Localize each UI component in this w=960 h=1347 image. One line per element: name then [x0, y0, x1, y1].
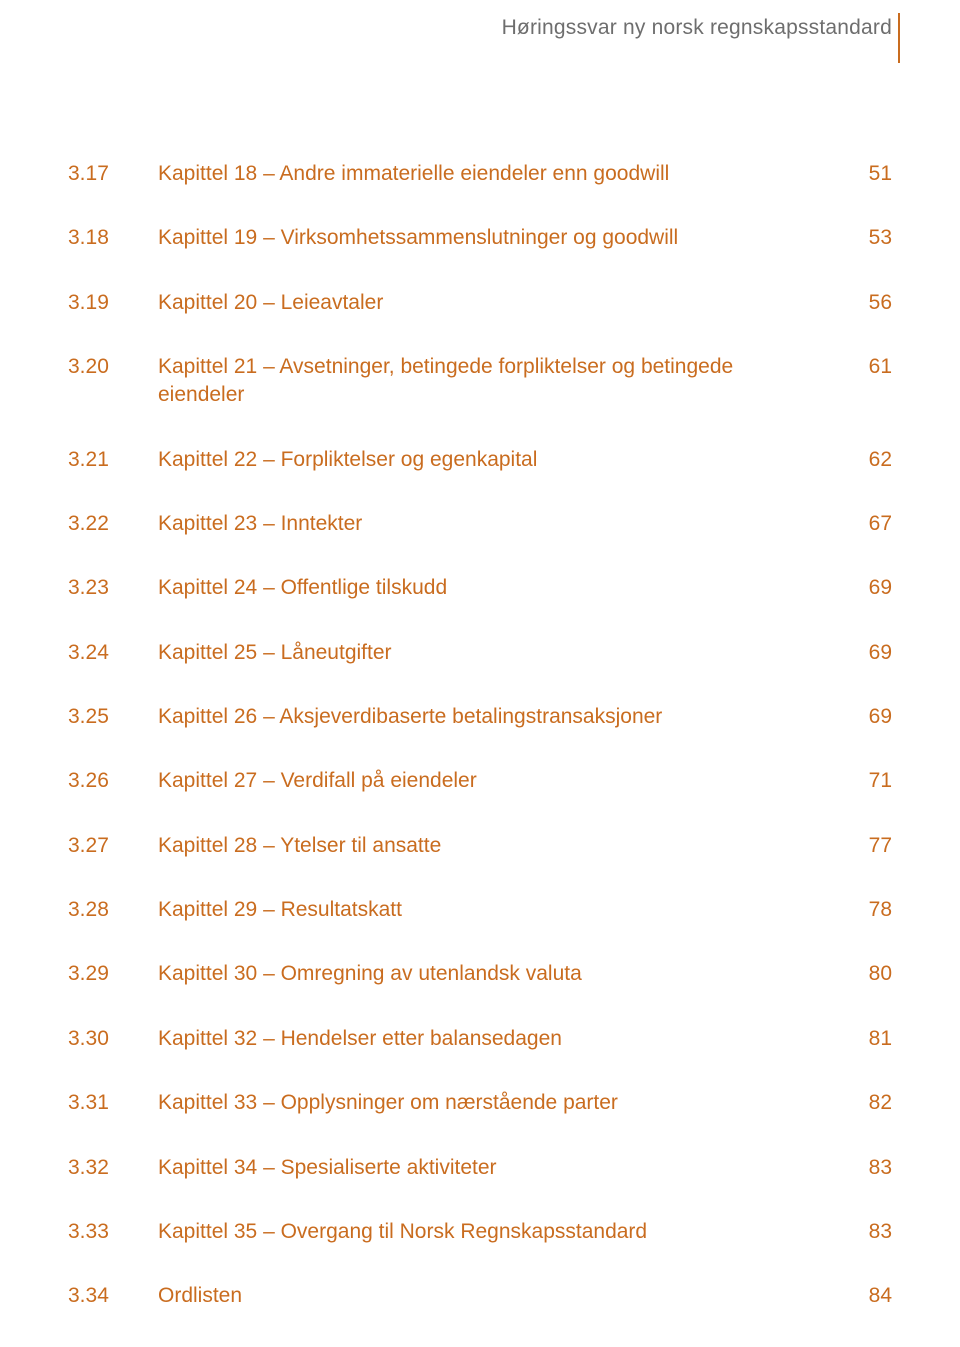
toc-section-number: 3.18 — [68, 224, 158, 252]
toc-section-title: Kapittel 22 – Forpliktelser og egenkapit… — [158, 446, 842, 474]
toc-section-number: 3.21 — [68, 446, 158, 474]
toc-row[interactable]: 3.32Kapittel 34 – Spesialiserte aktivite… — [68, 1154, 892, 1182]
toc-section-number: 3.30 — [68, 1025, 158, 1053]
toc-row[interactable]: 3.27Kapittel 28 – Ytelser til ansatte77 — [68, 832, 892, 860]
toc-row[interactable]: 3.22Kapittel 23 – Inntekter67 — [68, 510, 892, 538]
toc-row[interactable]: 3.26Kapittel 27 – Verdifall på eiendeler… — [68, 767, 892, 795]
toc-section-title: Kapittel 20 – Leieavtaler — [158, 289, 842, 317]
toc-section-title: Kapittel 18 – Andre immaterielle eiendel… — [158, 160, 842, 188]
toc-row[interactable]: 3.17Kapittel 18 – Andre immaterielle eie… — [68, 160, 892, 188]
toc-section-title: Kapittel 25 – Låneutgifter — [158, 639, 842, 667]
toc-section-title: Ordlisten — [158, 1282, 842, 1310]
toc-section-number: 3.20 — [68, 353, 158, 381]
toc-list: 3.17Kapittel 18 – Andre immaterielle eie… — [68, 160, 892, 1347]
toc-row[interactable]: 3.24Kapittel 25 – Låneutgifter69 — [68, 639, 892, 667]
toc-section-number: 3.24 — [68, 639, 158, 667]
toc-section-title: Kapittel 23 – Inntekter — [158, 510, 842, 538]
toc-section-title: Kapittel 32 – Hendelser etter balansedag… — [158, 1025, 842, 1053]
toc-page-number: 51 — [842, 160, 892, 188]
toc-page-number: 53 — [842, 224, 892, 252]
toc-page-number: 69 — [842, 574, 892, 602]
toc-page-number: 62 — [842, 446, 892, 474]
toc-section-number: 3.34 — [68, 1282, 158, 1310]
toc-row[interactable]: 3.20Kapittel 21 – Avsetninger, betingede… — [68, 353, 892, 410]
toc-page-number: 83 — [842, 1218, 892, 1246]
toc-section-title: Kapittel 19 – Virksomhetssammenslutninge… — [158, 224, 842, 252]
toc-section-number: 3.28 — [68, 896, 158, 924]
toc-section-title: Kapittel 28 – Ytelser til ansatte — [158, 832, 842, 860]
toc-section-number: 3.19 — [68, 289, 158, 317]
toc-section-title: Kapittel 21 – Avsetninger, betingede for… — [158, 353, 842, 410]
toc-section-number: 3.33 — [68, 1218, 158, 1246]
toc-section-number: 3.23 — [68, 574, 158, 602]
toc-row[interactable]: 3.34Ordlisten84 — [68, 1282, 892, 1310]
toc-row[interactable]: 3.31Kapittel 33 – Opplysninger om nærstå… — [68, 1089, 892, 1117]
toc-row[interactable]: 3.25Kapittel 26 – Aksjeverdibaserte beta… — [68, 703, 892, 731]
page-header: Høringssvar ny norsk regnskapsstandard — [502, 16, 892, 40]
toc-page-number: 83 — [842, 1154, 892, 1182]
toc-page-number: 69 — [842, 703, 892, 731]
toc-row[interactable]: 3.30Kapittel 32 – Hendelser etter balans… — [68, 1025, 892, 1053]
toc-section-number: 3.31 — [68, 1089, 158, 1117]
toc-page-number: 61 — [842, 353, 892, 381]
toc-row[interactable]: 3.18Kapittel 19 – Virksomhetssammenslutn… — [68, 224, 892, 252]
toc-section-number: 3.29 — [68, 960, 158, 988]
toc-page-number: 67 — [842, 510, 892, 538]
toc-section-number: 3.26 — [68, 767, 158, 795]
toc-section-title: Kapittel 27 – Verdifall på eiendeler — [158, 767, 842, 795]
toc-section-title: Kapittel 34 – Spesialiserte aktiviteter — [158, 1154, 842, 1182]
toc-row[interactable]: 3.29Kapittel 30 – Omregning av utenlands… — [68, 960, 892, 988]
toc-page-number: 78 — [842, 896, 892, 924]
toc-page-number: 69 — [842, 639, 892, 667]
toc-section-title: Kapittel 29 – Resultatskatt — [158, 896, 842, 924]
toc-section-title: Kapittel 35 – Overgang til Norsk Regnska… — [158, 1218, 842, 1246]
header-divider — [898, 13, 900, 63]
toc-page-number: 77 — [842, 832, 892, 860]
toc-section-number: 3.27 — [68, 832, 158, 860]
toc-page-number: 82 — [842, 1089, 892, 1117]
toc-section-number: 3.32 — [68, 1154, 158, 1182]
header-title: Høringssvar ny norsk regnskapsstandard — [502, 16, 892, 39]
toc-page-number: 81 — [842, 1025, 892, 1053]
toc-page-number: 84 — [842, 1282, 892, 1310]
toc-row[interactable]: 3.28Kapittel 29 – Resultatskatt78 — [68, 896, 892, 924]
toc-section-number: 3.25 — [68, 703, 158, 731]
toc-row[interactable]: 3.23Kapittel 24 – Offentlige tilskudd69 — [68, 574, 892, 602]
toc-page-number: 56 — [842, 289, 892, 317]
toc-page-number: 71 — [842, 767, 892, 795]
toc-page-number: 80 — [842, 960, 892, 988]
toc-row[interactable]: 3.33Kapittel 35 – Overgang til Norsk Reg… — [68, 1218, 892, 1246]
toc-section-title: Kapittel 26 – Aksjeverdibaserte betaling… — [158, 703, 842, 731]
toc-section-title: Kapittel 33 – Opplysninger om nærstående… — [158, 1089, 842, 1117]
toc-row[interactable]: 3.21Kapittel 22 – Forpliktelser og egenk… — [68, 446, 892, 474]
toc-section-number: 3.22 — [68, 510, 158, 538]
toc-section-number: 3.17 — [68, 160, 158, 188]
toc-row[interactable]: 3.19Kapittel 20 – Leieavtaler56 — [68, 289, 892, 317]
toc-section-title: Kapittel 24 – Offentlige tilskudd — [158, 574, 842, 602]
toc-section-title: Kapittel 30 – Omregning av utenlandsk va… — [158, 960, 842, 988]
